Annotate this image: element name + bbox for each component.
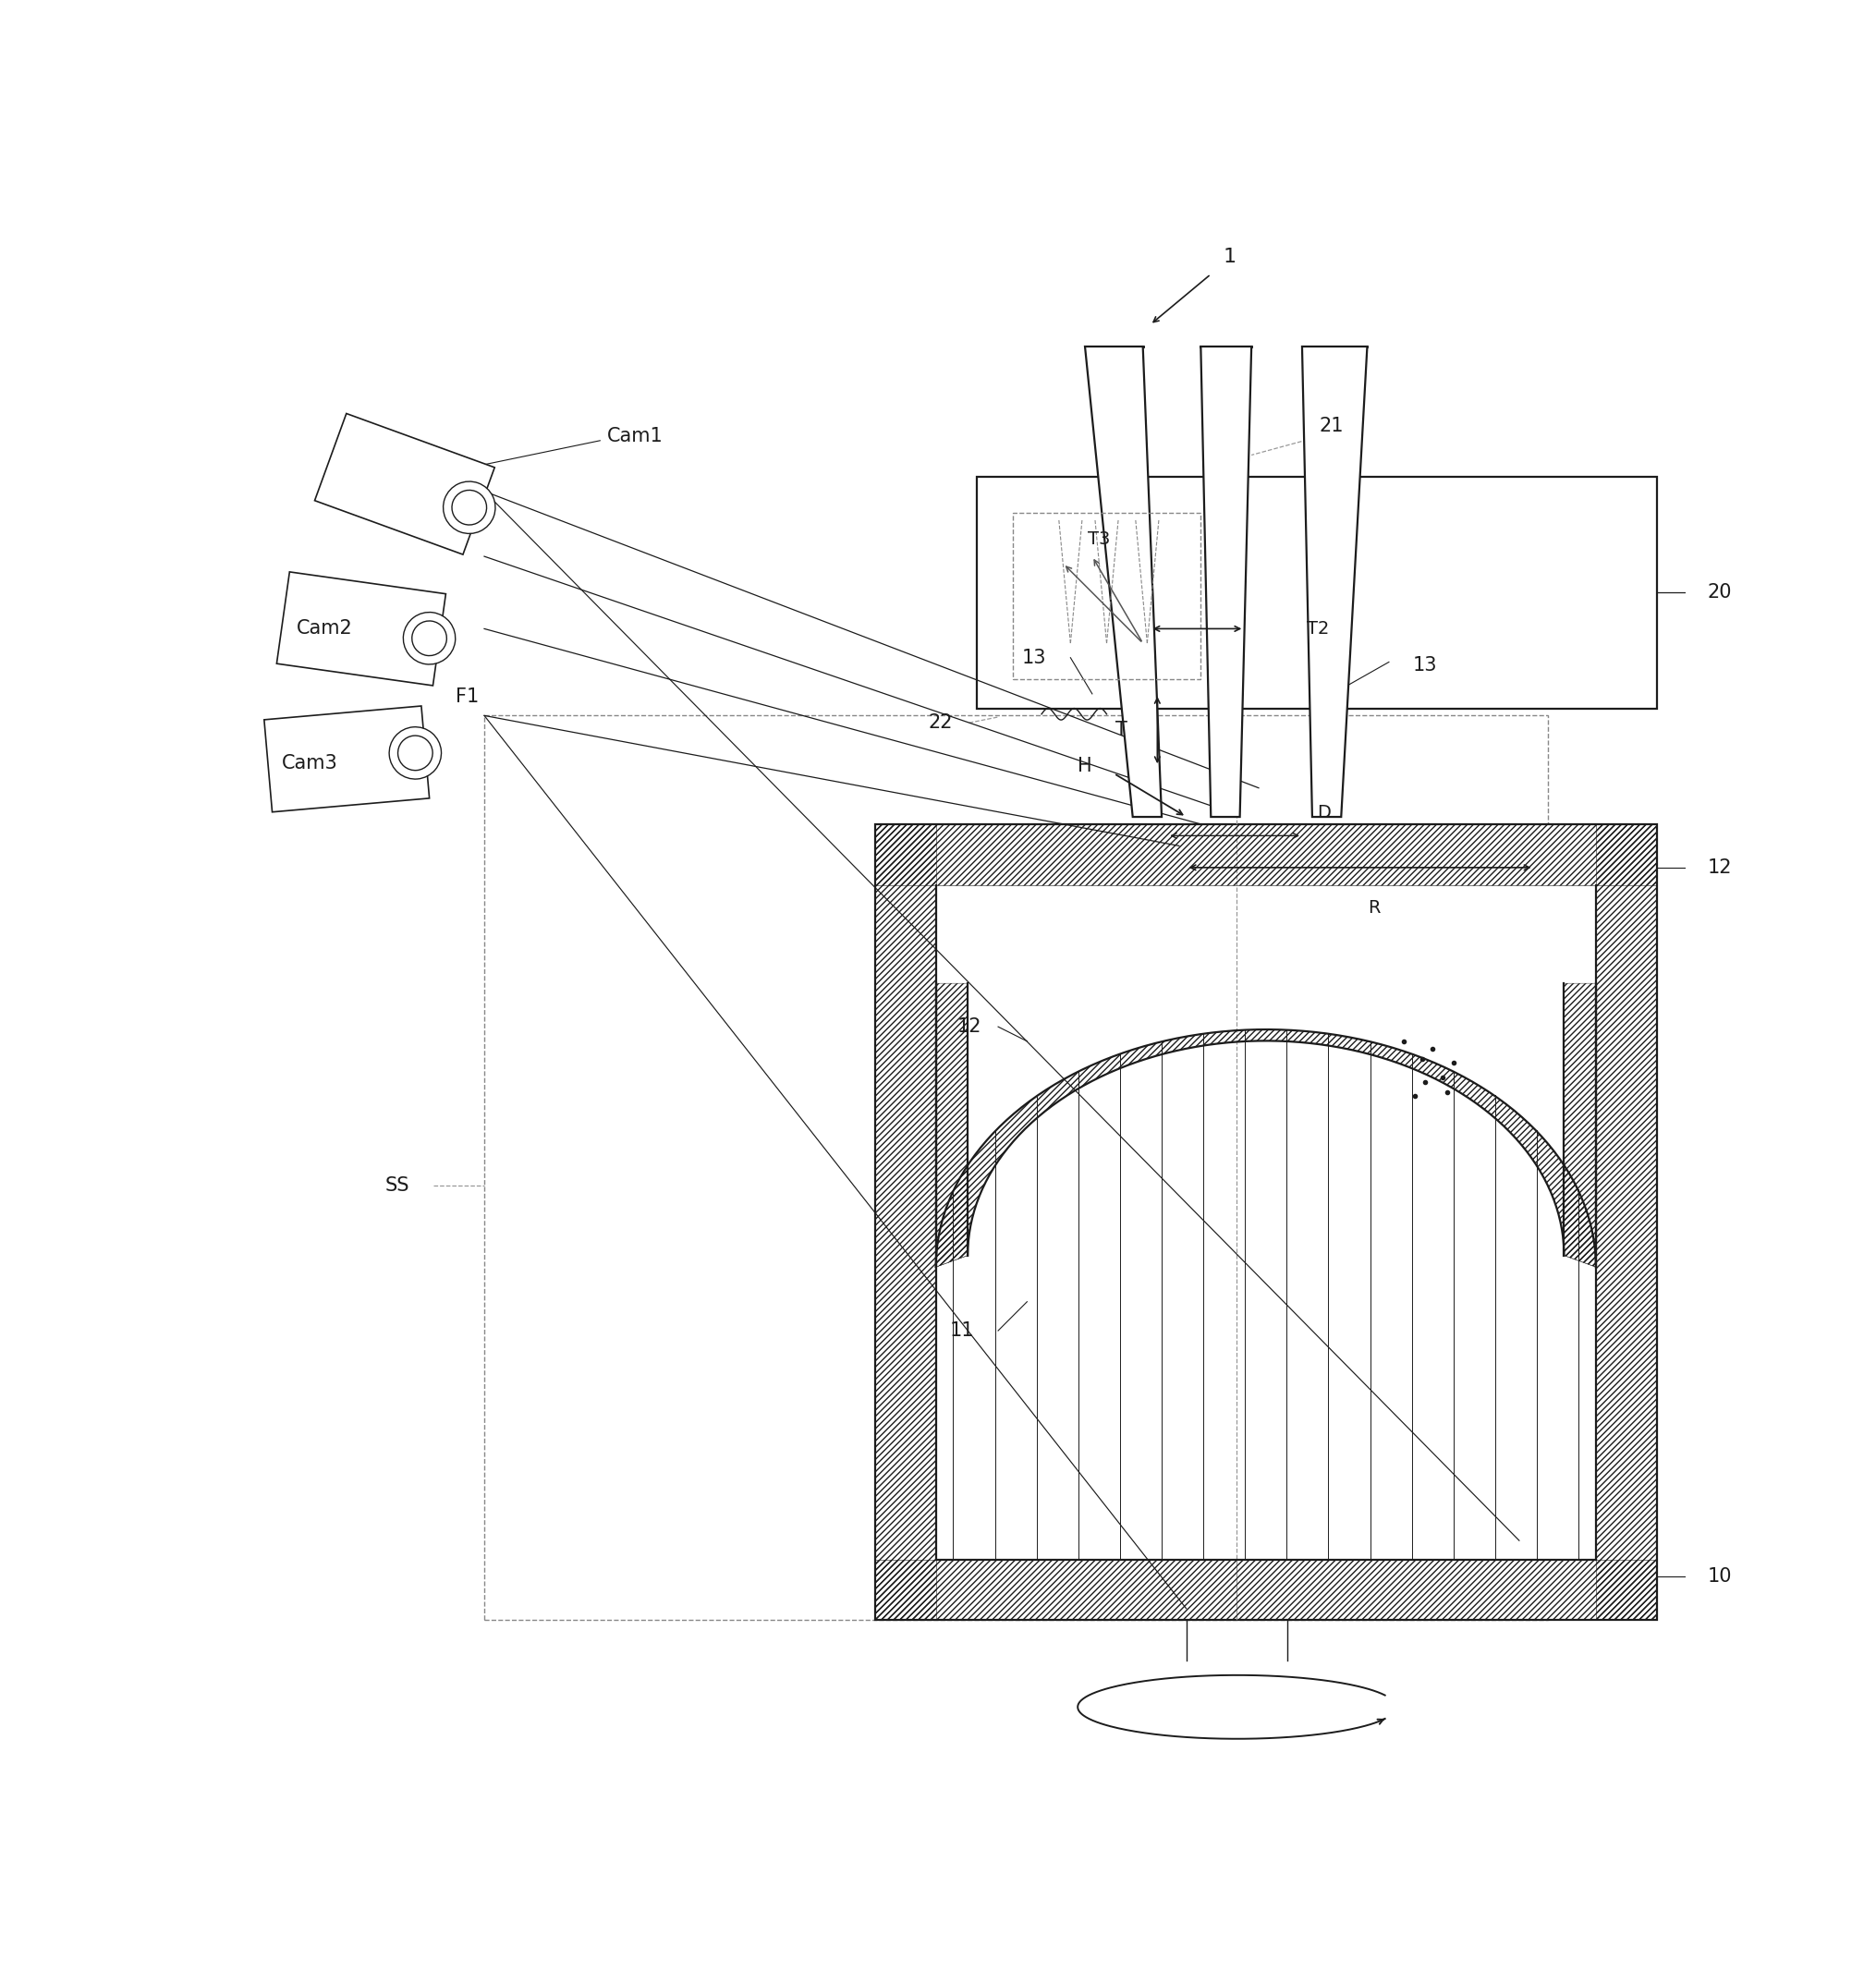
Bar	[874, 825, 1657, 1620]
Polygon shape	[1084, 347, 1161, 817]
Circle shape	[403, 613, 456, 664]
Circle shape	[443, 482, 495, 533]
Text: Cam3: Cam3	[281, 754, 338, 773]
Text: 1: 1	[1223, 248, 1236, 266]
Bar	[1011, 514, 1201, 680]
Text: SS: SS	[385, 1176, 409, 1196]
FancyBboxPatch shape	[315, 414, 495, 555]
Bar	[484, 716, 1548, 1620]
Text: Cam2: Cam2	[296, 619, 353, 639]
Text: 10: 10	[1707, 1567, 1732, 1586]
Text: R: R	[1368, 898, 1381, 916]
Polygon shape	[1201, 347, 1251, 817]
Text: 12: 12	[1707, 859, 1732, 876]
Text: T3: T3	[1088, 529, 1111, 547]
Text: T2: T2	[1306, 621, 1328, 637]
Bar	[874, 825, 1657, 884]
Bar	[1595, 825, 1657, 1620]
Text: 21: 21	[1319, 416, 1343, 436]
Polygon shape	[1302, 347, 1366, 817]
Text: 20: 20	[1707, 583, 1732, 601]
Text: 11: 11	[949, 1321, 974, 1341]
Text: 22: 22	[927, 714, 951, 732]
Circle shape	[398, 736, 431, 769]
Text: H: H	[1077, 758, 1092, 775]
Text: T: T	[1114, 720, 1126, 740]
Text: 13: 13	[1413, 656, 1437, 674]
Bar	[976, 476, 1657, 708]
Text: F1: F1	[456, 688, 478, 706]
Text: 12: 12	[957, 1017, 981, 1035]
Text: Cam1: Cam1	[608, 426, 662, 446]
Text: 13: 13	[1022, 648, 1047, 666]
Circle shape	[388, 728, 441, 779]
Circle shape	[452, 490, 486, 525]
FancyBboxPatch shape	[265, 706, 430, 811]
FancyBboxPatch shape	[276, 571, 446, 686]
Bar	[874, 825, 936, 1620]
Circle shape	[411, 621, 446, 656]
Text: D: D	[1317, 803, 1330, 821]
Bar	[874, 1559, 1657, 1620]
